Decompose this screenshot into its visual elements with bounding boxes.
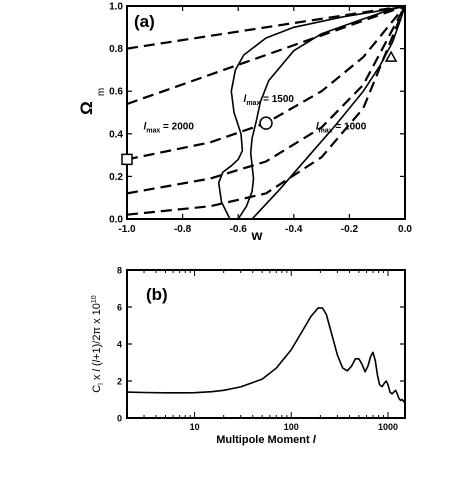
x-tick-label: -0.2 bbox=[341, 224, 359, 235]
square-marker bbox=[121, 153, 133, 166]
contour-line-2 bbox=[237, 5, 406, 220]
x-tick-label: -0.8 bbox=[174, 224, 192, 235]
dashed-line-2 bbox=[126, 4, 406, 106]
dashed-line-3 bbox=[126, 5, 406, 161]
y-tick-label: 0.2 bbox=[109, 172, 123, 183]
panel-b-spectrum bbox=[126, 307, 406, 404]
x-tick-label: -0.4 bbox=[285, 224, 303, 235]
x-tick-label: -1.0 bbox=[118, 224, 136, 235]
svg-text:m: m bbox=[96, 88, 107, 96]
panel-a-ylabel: Ω m bbox=[77, 88, 107, 115]
panel-a-xlabel: w bbox=[251, 227, 263, 243]
x-tick-label: -0.6 bbox=[230, 224, 248, 235]
panel-a: -1.0 -0.8 -0.6 -0.4 -0.2 0.0 0.0 0.2 0.4 0.6 0.8 1.… bbox=[77, 2, 412, 244]
y-tick-label: 0.8 bbox=[109, 44, 123, 55]
y-tick-label: 0.6 bbox=[109, 87, 123, 98]
panel-b: 10 100 1000 0 2 4 6 8 (b) Multipole Moment l Cl… bbox=[91, 266, 406, 446]
contour-line-3 bbox=[251, 5, 406, 220]
spectrum-line bbox=[126, 307, 406, 404]
lmax-annotation-1: lmax = 2000 bbox=[143, 122, 194, 135]
panel-b-frame bbox=[126, 269, 406, 419]
panel-a-frame bbox=[126, 5, 406, 220]
lmax-annotation-2: lmax = 1500 bbox=[244, 94, 295, 107]
contour-line-1 bbox=[217, 5, 406, 220]
panel-a-dashed-lines bbox=[126, 4, 407, 216]
panel-b-ticks: 10 100 1000 0 2 4 6 8 bbox=[117, 266, 405, 432]
panel-b-label: (b) bbox=[146, 285, 168, 304]
x-tick-label: 10 bbox=[190, 422, 200, 432]
x-tick-label: 0.0 bbox=[398, 224, 412, 235]
panel-b-xlabel: Multipole Moment l bbox=[216, 434, 317, 446]
y-tick-label: 0 bbox=[117, 414, 122, 424]
y-tick-label: 2 bbox=[117, 377, 122, 387]
dashed-line-1 bbox=[126, 4, 406, 50]
panel-b-ylabel: Cl x l (l+1)/2π x 1010 bbox=[91, 295, 105, 393]
y-tick-label: 1.0 bbox=[109, 2, 123, 13]
x-tick-label: 100 bbox=[284, 422, 299, 432]
dashed-line-4 bbox=[126, 5, 406, 195]
panel-a-label: (a) bbox=[134, 12, 155, 31]
panel-a-contours bbox=[217, 5, 406, 220]
circle-marker bbox=[259, 116, 273, 130]
y-tick-label: 4 bbox=[117, 340, 122, 350]
y-tick-label: 0.4 bbox=[109, 129, 123, 140]
dashed-line-5 bbox=[126, 5, 407, 216]
y-tick-label: 6 bbox=[117, 303, 122, 313]
panel-a-ticks: -1.0 -0.8 -0.6 -0.4 -0.2 0.0 0.0 0.2 0.4 0.6 0.8 1.… bbox=[109, 2, 412, 236]
triangle-marker bbox=[384, 50, 398, 62]
y-tick-label: 0.0 bbox=[109, 215, 123, 226]
y-tick-label: 8 bbox=[117, 266, 122, 276]
x-tick-label: 1000 bbox=[378, 422, 398, 432]
svg-text:Ω: Ω bbox=[77, 101, 96, 115]
panel-a-annotations: lmax = 2000 lmax = 1500 lmax = 1000 bbox=[143, 94, 366, 135]
panel-a-markers bbox=[121, 50, 398, 166]
lmax-annotation-3: lmax = 1000 bbox=[316, 122, 367, 135]
svg-text:Cl x l (l+1)/2π x 1010: Cl x l (l+1)/2π x 1010 bbox=[91, 295, 105, 393]
